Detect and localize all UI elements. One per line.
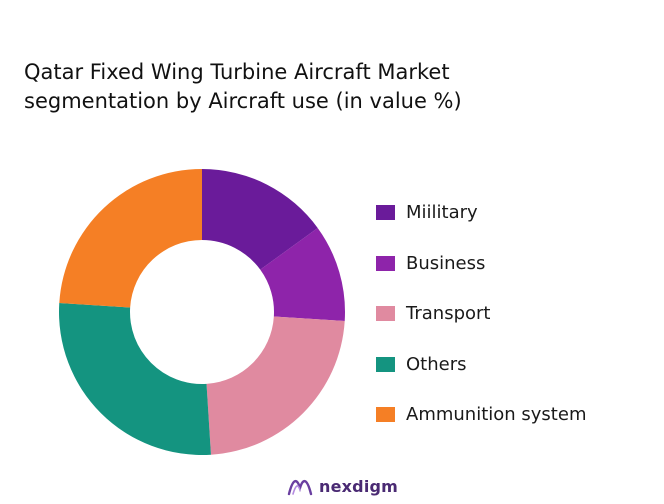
- legend-item: Ammunition system: [376, 402, 586, 427]
- legend-item: Business: [376, 251, 586, 276]
- legend-label: Miilitary: [406, 202, 478, 223]
- legend-swatch: [376, 306, 395, 321]
- legend-label: Ammunition system: [406, 404, 587, 425]
- donut-slice-others: [58, 303, 211, 455]
- donut-slice-business: [260, 227, 346, 321]
- donut-slice-transport: [206, 316, 345, 455]
- legend-swatch: [376, 407, 395, 422]
- legend-item: Transport: [376, 301, 586, 326]
- legend-label: Business: [406, 252, 486, 274]
- nexdigm-logo-icon: [287, 480, 313, 496]
- legend-label: Others: [406, 353, 467, 375]
- legend-item: Others: [376, 352, 586, 377]
- legend-item: Miilitary: [376, 200, 586, 225]
- donut-slice-ammunition-system: [59, 169, 202, 308]
- chart-title-line-1: Qatar Fixed Wing Turbine Aircraft Market: [24, 60, 450, 84]
- legend-label: Transport: [406, 303, 491, 324]
- brand-name: nexdigm: [319, 476, 399, 496]
- legend-swatch: [376, 356, 395, 372]
- brand-logo: nexdigm: [287, 474, 398, 498]
- donut-slice-miilitary: [202, 169, 318, 270]
- chart-title-line-2: segmentation by Aircraft use (in value %…: [24, 89, 462, 113]
- legend-swatch: [376, 255, 395, 271]
- legend-swatch: [376, 205, 395, 220]
- chart-title: Qatar Fixed Wing Turbine Aircraft Market…: [24, 58, 624, 116]
- chart-legend: Miilitary Business Transport Others Ammuniti…: [376, 200, 586, 453]
